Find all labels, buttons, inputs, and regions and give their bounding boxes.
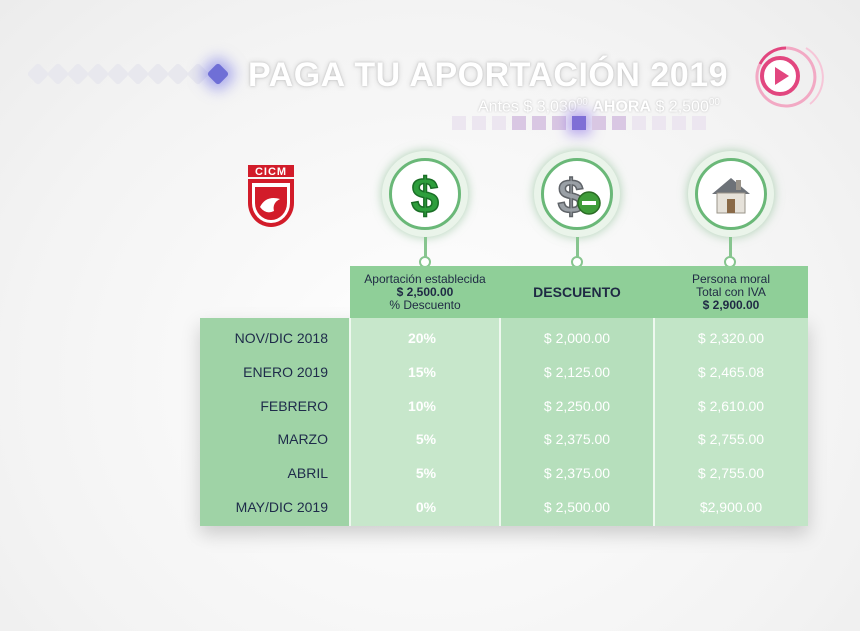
dollar-icon: $ <box>410 167 440 221</box>
discount-circle: $ <box>534 151 620 237</box>
column-discount <box>500 318 654 526</box>
column-period <box>200 318 350 526</box>
header-descuento: DESCUENTO <box>500 266 655 318</box>
decorative-dots-left <box>26 62 230 86</box>
page-title: PAGA TU APORTACIÓN 2019 <box>248 56 729 94</box>
now-price: $ 2,500 <box>655 98 709 116</box>
column-moral <box>654 318 808 526</box>
house-circle <box>688 151 774 237</box>
play-icon[interactable] <box>748 42 824 112</box>
decorative-dots-right <box>452 116 706 130</box>
header-persona-moral: Persona moral Total con IVA $ 2,900.00 <box>654 266 808 318</box>
before-price: Antes $ 3,030 <box>478 98 577 116</box>
house-icon <box>712 178 750 214</box>
now-label: AHORA <box>592 98 651 116</box>
dollar-minus-icon: $ <box>557 170 601 221</box>
svg-text:CICM: CICM <box>255 166 287 178</box>
header-aportacion: Aportación establecida $ 2,500.00 % Desc… <box>350 266 501 318</box>
cicm-logo: CICM <box>248 165 294 227</box>
dollar-circle: $ <box>382 151 468 237</box>
svg-text:$: $ <box>411 168 439 221</box>
column-percent <box>350 318 500 526</box>
price-subtitle: Antes $ 3,03000 AHORA $ 2,50000 <box>478 97 720 116</box>
